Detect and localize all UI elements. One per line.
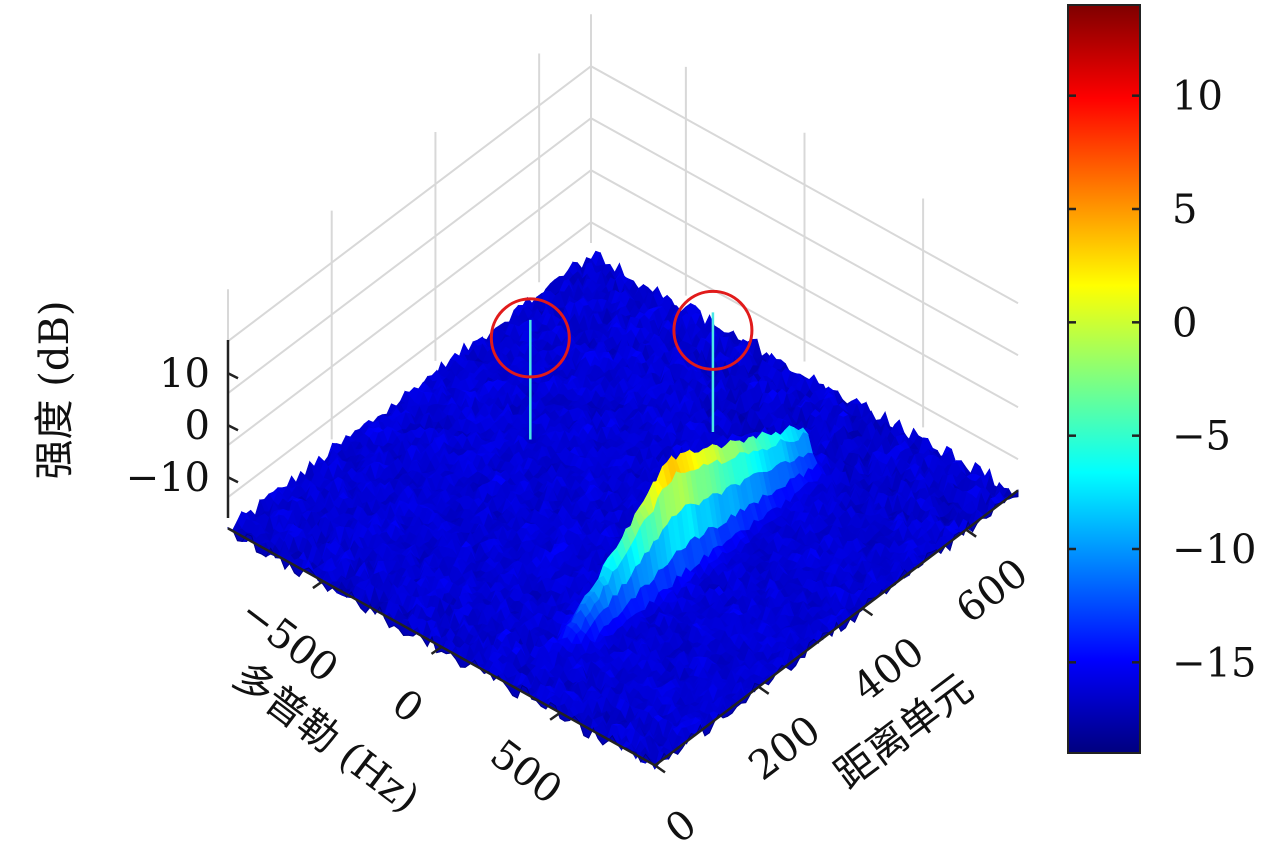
grid-line (227, 65, 1019, 342)
grid-line (227, 169, 1019, 446)
grid-line (227, 221, 1019, 498)
grid-line (227, 117, 1019, 394)
surface-mesh (227, 250, 1019, 770)
back-grid (227, 14, 1019, 518)
